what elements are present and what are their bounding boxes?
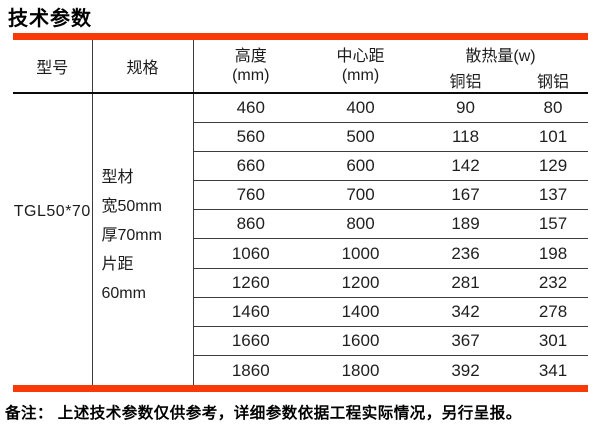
header-center-distance-label: 中心距 [336, 48, 385, 65]
copper-aluminum-value: 367 [413, 326, 518, 357]
steel-aluminum-value: 341 [538, 360, 568, 380]
header-copper-aluminum: 铜铝 [413, 67, 518, 94]
height-value: 1460 [193, 297, 308, 328]
table-row: 660 600 142 129 [13, 151, 588, 182]
bottom-accent-bar [13, 384, 588, 392]
header-height: 高度 (mm) [193, 40, 308, 94]
center-distance-value: 700 [308, 180, 413, 211]
spec-line: 片距 [101, 255, 134, 273]
technical-parameters-table: 型号 规格 高度 (mm) 中心距 (mm) 散热量(w) 铜铝 钢铝 [13, 40, 588, 385]
spec-cell: 型材 宽50mm 厚70mm 片距 60mm [92, 93, 194, 385]
table-row: 1060 1000 236 198 [13, 238, 588, 269]
steel-aluminum-value: 129 [518, 151, 588, 182]
center-distance-value: 1000 [308, 238, 413, 269]
table-row: 1860 1800 392 341 [13, 356, 588, 385]
table-row: 560 500 118 101 [13, 122, 588, 152]
copper-aluminum-value: 189 [413, 209, 518, 240]
model-value: TGL50*70 [13, 203, 91, 221]
height-value: 1660 [193, 326, 308, 357]
height-value: 760 [193, 180, 308, 211]
spec-line: 宽50mm [101, 197, 162, 215]
center-distance-value: 500 [308, 122, 413, 152]
center-distance-value: 800 [308, 209, 413, 240]
height-value: 1260 [193, 268, 308, 298]
steel-aluminum-value: 278 [518, 297, 588, 328]
table-row: 1660 1600 367 301 [13, 326, 588, 357]
center-distance-value: 1600 [308, 326, 413, 357]
copper-aluminum-value: 236 [413, 238, 518, 269]
spec-table-container: 型号 规格 高度 (mm) 中心距 (mm) 散热量(w) 铜铝 钢铝 [13, 33, 588, 392]
table-row: 860 800 189 157 [13, 209, 588, 240]
header-height-label: 高度 [234, 48, 267, 65]
spec-lines: 型材 宽50mm 厚70mm 片距 60mm [93, 163, 193, 308]
steel-aluminum-value: 101 [518, 122, 588, 152]
header-center-distance: 中心距 (mm) [308, 40, 413, 94]
copper-aluminum-value: 342 [413, 297, 518, 328]
header-center-distance-unit: (mm) [341, 67, 380, 84]
steel-aluminum-value: 137 [518, 180, 588, 211]
spec-line: 型材 [101, 168, 134, 186]
height-value: 860 [193, 209, 308, 240]
copper-aluminum-value: 142 [413, 151, 518, 182]
copper-aluminum-value: 118 [413, 122, 518, 152]
header-heat-output: 散热量(w) [465, 47, 536, 65]
center-distance-value: 400 [308, 93, 413, 123]
header-steel-aluminum: 钢铝 [518, 67, 588, 94]
page-title: 技术参数 [8, 8, 92, 30]
center-distance-value: 1800 [341, 360, 380, 380]
table-row: 760 700 167 137 [13, 180, 588, 211]
copper-aluminum-value: 281 [413, 268, 518, 298]
top-accent-bar [13, 33, 588, 40]
steel-aluminum-value: 232 [518, 268, 588, 298]
table-row: TGL50*70 型材 宽50mm 厚70mm 片距 60mm 460 400 … [13, 93, 588, 385]
height-value: 1060 [193, 238, 308, 269]
header-height-unit: (mm) [232, 67, 270, 84]
center-distance-value: 600 [308, 151, 413, 182]
height-value: 660 [193, 151, 308, 182]
steel-aluminum-value: 198 [518, 238, 588, 269]
height-value: 460 [193, 93, 308, 123]
header-spec: 规格 [92, 40, 194, 94]
copper-aluminum-value: 167 [413, 180, 518, 211]
model-cell: TGL50*70 [13, 93, 93, 385]
copper-aluminum-value: 90 [413, 93, 518, 123]
height-value: 560 [193, 122, 308, 152]
table-row: 1460 1400 342 278 [13, 297, 588, 328]
center-distance-value: 1400 [308, 297, 413, 328]
steel-aluminum-value: 157 [518, 209, 588, 240]
steel-aluminum-value: 80 [518, 93, 588, 123]
header-model: 型号 [13, 40, 93, 94]
spec-line: 60mm [101, 284, 146, 302]
copper-aluminum-value: 392 [451, 360, 480, 380]
table-row: 1260 1200 281 232 [13, 268, 588, 298]
steel-aluminum-value: 301 [518, 326, 588, 357]
footer-note: 备注： 上述技术参数仅供参考，详细参数依据工程实际情况，另行呈报。 [5, 405, 522, 422]
height-value: 1860 [231, 360, 270, 380]
spec-line: 厚70mm [101, 226, 162, 244]
center-distance-value: 1200 [308, 268, 413, 298]
